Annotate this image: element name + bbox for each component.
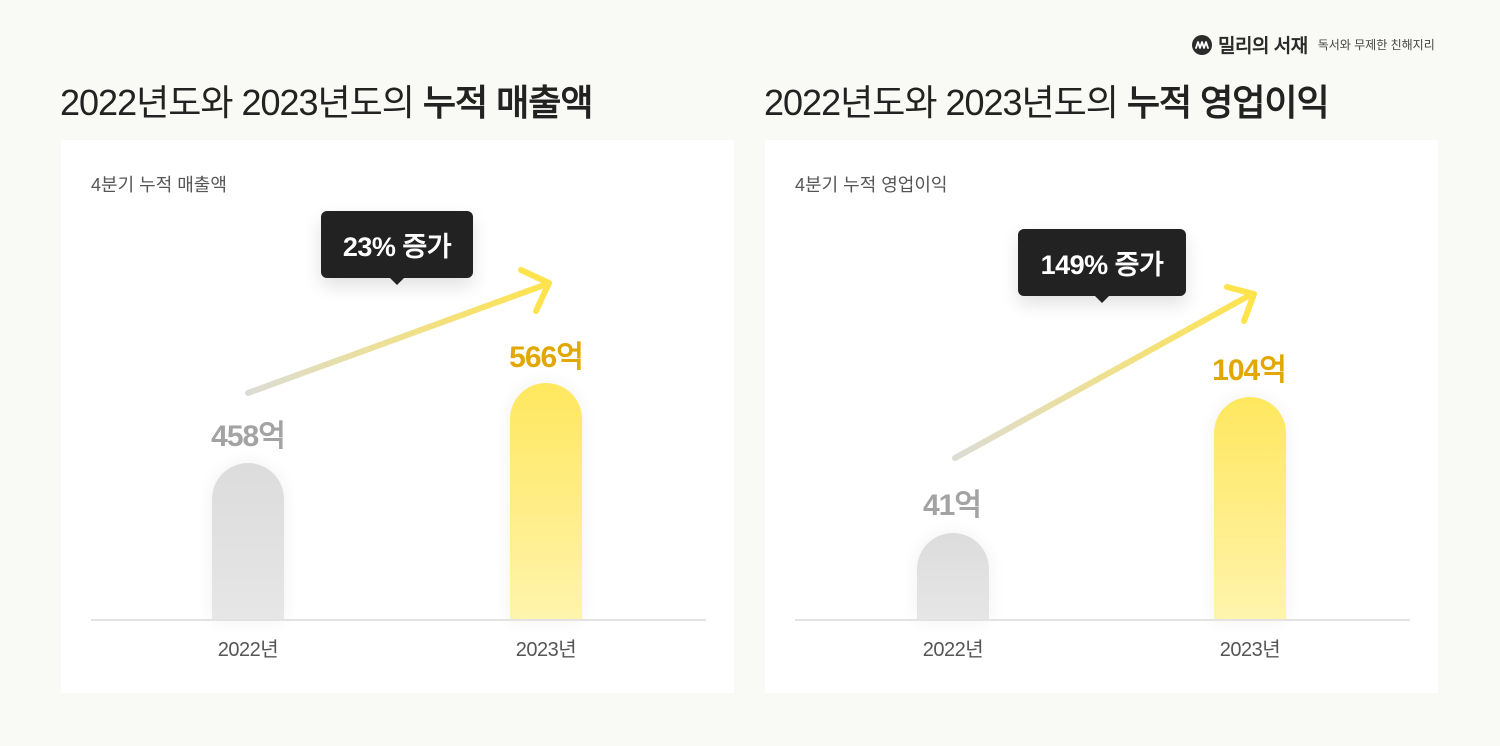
millie-logo-icon xyxy=(1192,34,1212,55)
x-axis-line xyxy=(795,619,1410,621)
title-bold-part: 누적 영업이익 xyxy=(1126,82,1330,123)
x-label-2023: 2023년 xyxy=(1219,639,1281,661)
value-label-2022: 41억 xyxy=(923,489,982,522)
growth-arrow-icon xyxy=(245,267,552,396)
title-normal-part: 2022년도와 2023년도의 xyxy=(764,82,1127,123)
growth-tooltip: 23% 증가 xyxy=(321,211,473,285)
title-normal-part: 2022년도와 2023년도의 xyxy=(60,82,423,123)
brand-name: 밀리의 서재 xyxy=(1218,36,1308,57)
value-label-2023: 566억 xyxy=(509,341,584,374)
brand: 밀리의 서재 독서와 무제한 친해지리 xyxy=(1192,31,1435,58)
growth-arrow-icon xyxy=(952,284,1257,461)
growth-tooltip: 149% 증가 xyxy=(1018,229,1186,303)
chart-subtitle: 4분기 누적 영업이익 xyxy=(795,175,948,195)
x-label-2022: 2022년 xyxy=(922,639,984,661)
bar-2022 xyxy=(917,533,989,620)
brand-slogan: 독서와 무제한 친해지리 xyxy=(1317,38,1435,52)
bar-2022 xyxy=(212,463,284,620)
profit-chart-card: 4분기 누적 영업이익 149% 증가 41억 104억 2022년 2023년 xyxy=(765,140,1438,693)
value-label-2023: 104억 xyxy=(1212,354,1287,387)
title-bold-part: 누적 매출액 xyxy=(422,82,594,123)
value-label-2022: 458억 xyxy=(211,420,286,453)
bar-2023 xyxy=(1214,397,1286,620)
revenue-chart-card: 4분기 누적 매출액 23% 증가 458억 566억 2022년 2023년 xyxy=(61,140,734,693)
x-axis-line xyxy=(91,619,706,621)
bar-2023 xyxy=(510,383,582,620)
revenue-chart-title: 2022년도와 2023년도의 누적 매출액 xyxy=(60,74,594,126)
profit-chart-title: 2022년도와 2023년도의 누적 영업이익 xyxy=(764,74,1330,126)
chart-subtitle: 4분기 누적 매출액 xyxy=(91,175,227,195)
x-label-2023: 2023년 xyxy=(515,639,577,661)
x-label-2022: 2022년 xyxy=(217,639,279,661)
